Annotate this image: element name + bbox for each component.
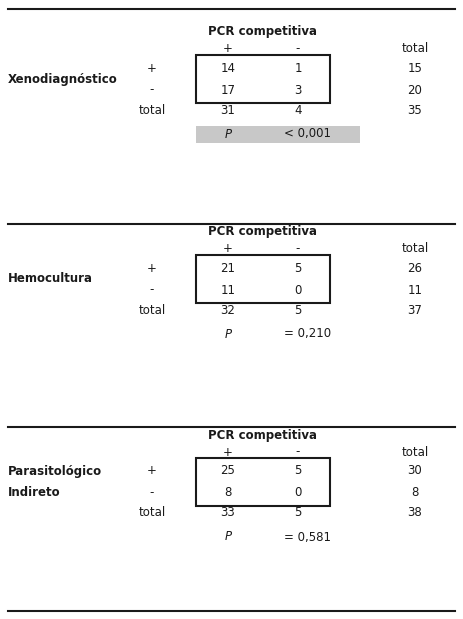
Text: 4: 4 xyxy=(294,103,302,116)
Text: PCR competitiva: PCR competitiva xyxy=(207,428,317,441)
Text: 5: 5 xyxy=(294,464,302,477)
Text: 30: 30 xyxy=(407,464,422,477)
Text: 8: 8 xyxy=(411,487,419,500)
Bar xyxy=(196,458,330,506)
Text: +: + xyxy=(223,446,233,459)
Text: P: P xyxy=(225,530,232,543)
Bar xyxy=(196,255,330,303)
Text: 37: 37 xyxy=(407,303,422,316)
Text: total: total xyxy=(138,103,166,116)
Text: 26: 26 xyxy=(407,261,423,274)
Text: 15: 15 xyxy=(407,61,422,74)
Text: < 0,001: < 0,001 xyxy=(284,128,332,141)
Text: 33: 33 xyxy=(221,506,235,519)
Text: total: total xyxy=(401,446,429,459)
Text: = 0,210: = 0,210 xyxy=(284,327,332,340)
Text: 3: 3 xyxy=(294,84,302,97)
Text: 31: 31 xyxy=(220,103,236,116)
Text: +: + xyxy=(223,43,233,56)
Text: PCR competitiva: PCR competitiva xyxy=(207,25,317,38)
Text: 25: 25 xyxy=(220,464,236,477)
Text: 11: 11 xyxy=(220,284,236,297)
Text: -: - xyxy=(296,446,300,459)
Text: total: total xyxy=(138,506,166,519)
Text: 5: 5 xyxy=(294,506,302,519)
Text: -: - xyxy=(150,84,154,97)
Text: total: total xyxy=(138,303,166,316)
Bar xyxy=(196,126,360,142)
Text: 11: 11 xyxy=(407,284,423,297)
Text: 5: 5 xyxy=(294,261,302,274)
Text: Xenodiagnóstico: Xenodiagnóstico xyxy=(8,72,118,85)
Text: 14: 14 xyxy=(220,61,236,74)
Text: 38: 38 xyxy=(407,506,422,519)
Text: +: + xyxy=(147,464,157,477)
Text: P: P xyxy=(225,128,232,141)
Text: 0: 0 xyxy=(294,284,302,297)
Text: Parasitológico: Parasitológico xyxy=(8,464,102,477)
Text: 35: 35 xyxy=(407,103,422,116)
Text: = 0,581: = 0,581 xyxy=(284,530,332,543)
Text: -: - xyxy=(296,243,300,256)
Bar xyxy=(196,55,330,103)
Text: P: P xyxy=(225,327,232,340)
Text: -: - xyxy=(150,284,154,297)
Text: total: total xyxy=(401,43,429,56)
Text: Indireto: Indireto xyxy=(8,487,61,500)
Text: total: total xyxy=(401,243,429,256)
Text: 1: 1 xyxy=(294,61,302,74)
Text: +: + xyxy=(223,243,233,256)
Text: 32: 32 xyxy=(220,303,236,316)
Text: 5: 5 xyxy=(294,303,302,316)
Text: +: + xyxy=(147,61,157,74)
Text: 0: 0 xyxy=(294,487,302,500)
Text: Hemocultura: Hemocultura xyxy=(8,272,93,285)
Text: 21: 21 xyxy=(220,261,236,274)
Text: -: - xyxy=(150,487,154,500)
Text: 20: 20 xyxy=(407,84,422,97)
Text: 8: 8 xyxy=(224,487,232,500)
Text: -: - xyxy=(296,43,300,56)
Text: +: + xyxy=(147,261,157,274)
Text: 17: 17 xyxy=(220,84,236,97)
Text: PCR competitiva: PCR competitiva xyxy=(207,225,317,238)
